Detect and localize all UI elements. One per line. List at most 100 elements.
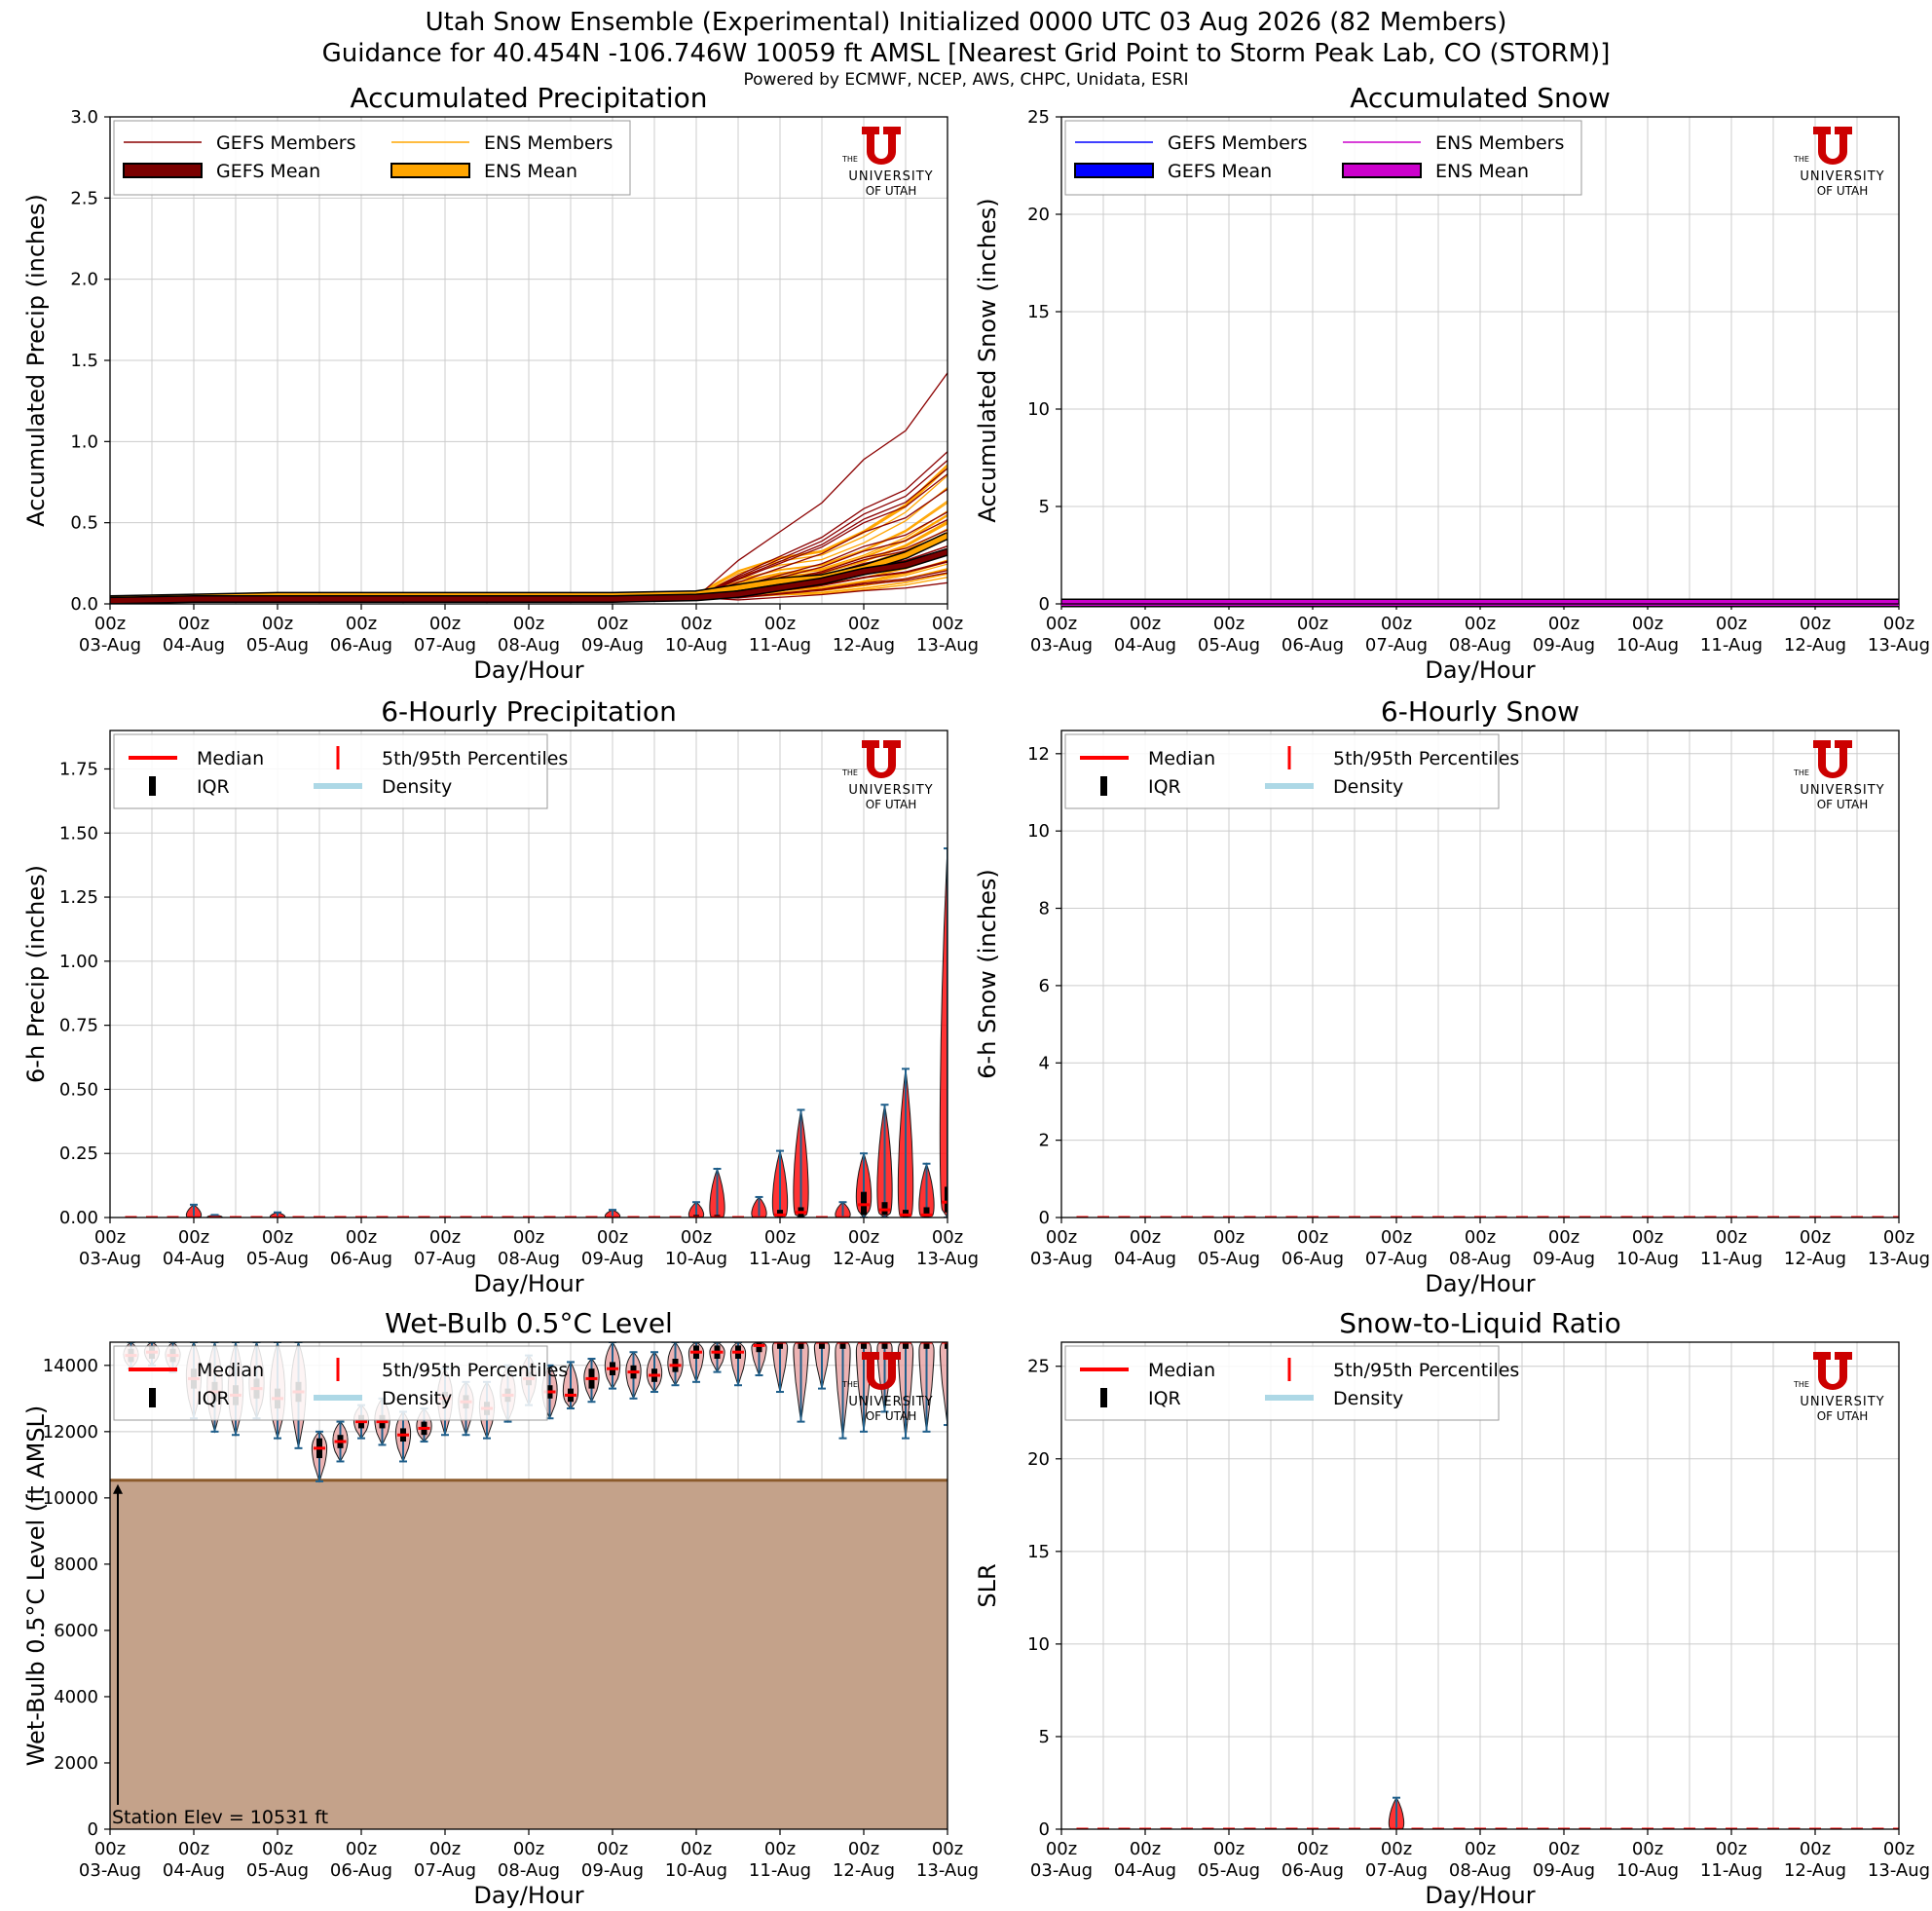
x-tick-date-label: 13-Aug <box>916 1860 979 1881</box>
y-tick-label: 0 <box>1039 594 1050 615</box>
x-tick-hour-label: 00z <box>597 1839 628 1859</box>
violin <box>562 1361 579 1410</box>
logo-university: UNIVERSITY <box>848 783 933 798</box>
y-tick-label: 12000 <box>43 1422 98 1443</box>
violin <box>1388 1796 1405 1829</box>
x-tick-hour-label: 00z <box>94 1227 126 1248</box>
x-tick-date-label: 03-Aug <box>79 1249 141 1269</box>
violin <box>394 1410 412 1463</box>
x-tick-date-label: 13-Aug <box>916 1249 979 1269</box>
y-tick-label: 1.5 <box>70 351 98 371</box>
figure-header: Utah Snow Ensemble (Experimental) Initia… <box>0 0 1932 93</box>
y-tick-label: 1.50 <box>59 823 98 843</box>
legend-box <box>1064 1345 1500 1421</box>
y-axis-label: 6-h Snow (inches) <box>974 869 1001 1078</box>
figure-credits: Powered by ECMWF, NCEP, AWS, CHPC, Unida… <box>743 70 1189 90</box>
x-tick-date-label: 12-Aug <box>833 635 895 656</box>
x-tick-hour-label: 00z <box>681 1839 712 1859</box>
violin <box>729 1342 747 1387</box>
x-tick-date-label: 05-Aug <box>1198 1860 1260 1881</box>
legend-box <box>113 120 631 196</box>
x-tick-hour-label: 00z <box>1883 614 1914 634</box>
x-tick-date-label: 11-Aug <box>1700 1860 1763 1881</box>
violin <box>185 1203 203 1218</box>
y-axis-label: SLR <box>974 1563 1001 1607</box>
violin <box>793 1108 809 1218</box>
iqr-bar <box>839 1342 846 1349</box>
x-tick-hour-label: 00z <box>1046 614 1077 634</box>
violin <box>918 1162 935 1218</box>
iqr-bar <box>756 1342 762 1353</box>
x-tick-date-label: 10-Aug <box>1616 635 1679 656</box>
accumulated-snow-chart: Accumulated Snow051015202500z03-Aug00z04… <box>974 82 1930 684</box>
violin <box>206 1214 223 1218</box>
y-tick-label: 10 <box>1027 1634 1050 1655</box>
x-tick-date-label: 04-Aug <box>163 1860 225 1881</box>
x-tick-hour-label: 00z <box>1465 1839 1496 1859</box>
legend-label: IQR <box>197 1388 230 1409</box>
violin-body <box>939 848 947 1218</box>
legend-label: GEFS Mean <box>216 161 320 182</box>
x-tick-hour-label: 00z <box>1465 614 1496 634</box>
violin <box>897 1068 914 1218</box>
y-tick-label: 8 <box>1039 899 1050 919</box>
y-tick-label: 1.00 <box>59 952 98 972</box>
block-u-icon <box>862 127 901 165</box>
logo-university: UNIVERSITY <box>848 169 933 184</box>
y-tick-label: 2000 <box>54 1753 98 1774</box>
x-tick-date-label: 09-Aug <box>1533 1860 1595 1881</box>
x-tick-date-label: 09-Aug <box>1533 1249 1595 1269</box>
elevation-arrow-head-icon <box>113 1483 123 1494</box>
legend-label: ENS Members <box>484 132 613 154</box>
plot-border <box>109 1341 948 1830</box>
x-tick-date-label: 12-Aug <box>1784 635 1846 656</box>
legend-patch-swatch <box>123 163 203 178</box>
y-tick-label: 0 <box>1039 1819 1050 1840</box>
x-tick-hour-label: 00z <box>1381 614 1412 634</box>
legend-patch-swatch <box>1342 163 1422 178</box>
x-tick-hour-label: 00z <box>681 614 712 634</box>
x-axis-label: Day/Hour <box>473 1882 583 1909</box>
chart-legend: GEFS Members ENS Members GEFS Mean ENS Mean <box>113 120 631 196</box>
violin-body <box>939 1342 947 1426</box>
chart-legend: Median 5th/95th Percentiles IQR Density <box>1064 1345 1519 1421</box>
series-group <box>110 372 947 604</box>
iqr-bar <box>923 1342 930 1349</box>
y-tick-label: 25 <box>1027 107 1050 128</box>
logo-the: THE <box>841 1380 858 1389</box>
violin <box>646 1351 663 1394</box>
x-tick-hour-label: 00z <box>513 614 544 634</box>
y-axis-label: 6-h Precip (inches) <box>22 865 50 1083</box>
violin <box>813 1342 831 1390</box>
x-tick-hour-label: 00z <box>1465 1227 1496 1248</box>
x-tick-date-label: 11-Aug <box>1700 635 1763 656</box>
y-tick-label: 15 <box>1027 302 1050 322</box>
x-tick-hour-label: 00z <box>1632 1839 1663 1859</box>
y-axis-label: Accumulated Snow (inches) <box>974 198 1001 522</box>
y-tick-label: 1.25 <box>59 887 98 908</box>
x-tick-date-label: 03-Aug <box>79 1860 141 1881</box>
x-tick-date-label: 09-Aug <box>581 635 644 656</box>
x-tick-date-label: 07-Aug <box>1365 1860 1428 1881</box>
x-tick-date-label: 12-Aug <box>1784 1860 1846 1881</box>
x-tick-hour-label: 00z <box>346 614 377 634</box>
x-tick-hour-label: 00z <box>1381 1227 1412 1248</box>
iqr-bar <box>923 1207 930 1218</box>
legend-label: GEFS Members <box>216 132 355 154</box>
legend-iqr-swatch <box>149 776 156 796</box>
x-tick-date-label: 13-Aug <box>1868 1249 1930 1269</box>
x-tick-hour-label: 00z <box>1632 1227 1663 1248</box>
x-axis-label: Day/Hour <box>473 1270 583 1297</box>
x-tick-hour-label: 00z <box>1548 1839 1579 1859</box>
y-tick-label: 6 <box>1039 976 1050 996</box>
logo-of-utah: OF UTAH <box>1817 798 1869 811</box>
x-tick-hour-label: 00z <box>1130 1227 1161 1248</box>
legend-label: GEFS Members <box>1168 132 1307 154</box>
legend-label: ENS Mean <box>484 161 577 182</box>
y-tick-label: 6000 <box>54 1621 98 1641</box>
iqr-bar <box>819 1342 825 1349</box>
x-tick-date-label: 03-Aug <box>1030 635 1093 656</box>
